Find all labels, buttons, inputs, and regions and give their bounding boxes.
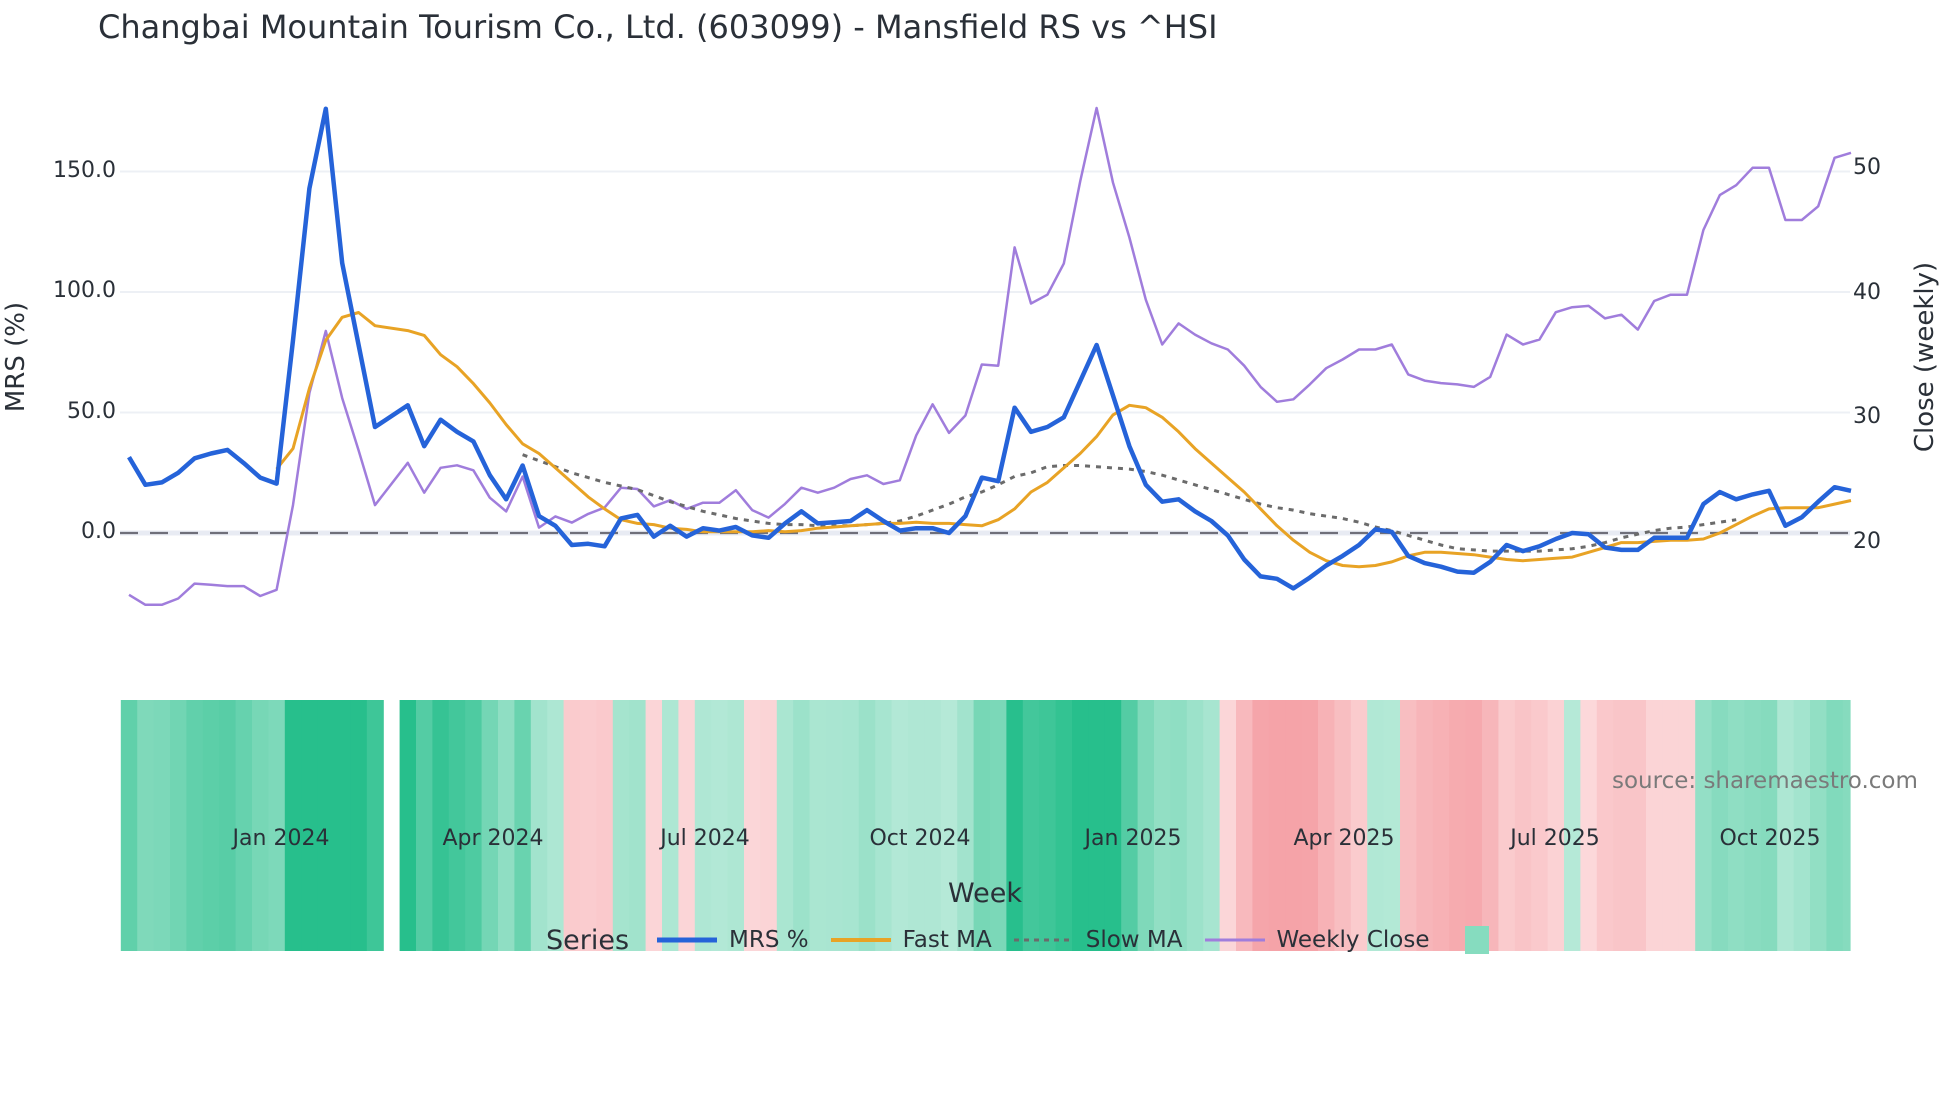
legend-item-fast-ma[interactable]: Fast MA <box>830 927 992 953</box>
x-tick-label: Jul 2025 <box>1510 826 1600 851</box>
left-axis-title: MRS (%) <box>1 301 31 413</box>
x-axis-title: Week <box>948 878 1022 909</box>
legend-label: MRS % <box>729 927 809 953</box>
x-tick-label: Oct 2024 <box>869 826 971 851</box>
right-axis-title: Close (weekly) <box>1910 261 1940 453</box>
y2-tick-label: 50 <box>1853 155 1881 180</box>
mrs-line <box>127 106 1852 591</box>
y2-tick-label: 30 <box>1853 404 1881 429</box>
series-lines <box>127 106 1852 607</box>
y-tick-label: 50.0 <box>67 398 116 424</box>
y-tick-label: 150.0 <box>53 157 116 183</box>
weekly-close-line-swatch-icon <box>1204 938 1265 942</box>
mrs-heatmap-strip <box>120 700 1851 951</box>
slow-ma-line <box>522 453 1737 553</box>
fast-ma-line <box>275 311 1852 569</box>
x-tick-label: Jan 2024 <box>232 826 330 851</box>
legend-title: Series <box>546 924 630 956</box>
x-tick-label: Jul 2024 <box>660 826 750 851</box>
legend: Series MRS % Fast MA Slow MA Weekly Clos… <box>546 922 1511 958</box>
y-tick-label: 0.0 <box>81 519 116 544</box>
chart-title: Changbai Mountain Tourism Co., Ltd. (603… <box>98 8 1218 46</box>
x-tick-label: Apr 2024 <box>442 826 544 851</box>
source-attribution: source: sharemaestro.com <box>1612 768 1918 794</box>
y-tick-label: 100.0 <box>53 278 116 303</box>
legend-item-weekly-close[interactable]: Weekly Close <box>1204 927 1430 953</box>
legend-item-slow-ma[interactable]: Slow MA <box>1013 927 1183 953</box>
heatmap-swatch-icon <box>1465 926 1490 954</box>
legend-label: Fast MA <box>902 927 992 953</box>
mrs-line-swatch-icon <box>657 937 718 943</box>
y2-tick-label: 40 <box>1853 279 1881 305</box>
legend-label: Weekly Close <box>1276 927 1430 953</box>
legend-item-mrs[interactable]: MRS % <box>657 927 809 953</box>
y2-tick-label: 20 <box>1853 528 1881 554</box>
weekly-close-line <box>128 106 1852 607</box>
x-tick-label: Jan 2025 <box>1084 826 1182 851</box>
x-tick-label: Oct 2025 <box>1719 826 1821 851</box>
fast-ma-line-swatch-icon <box>830 938 891 942</box>
legend-label: Slow MA <box>1085 927 1183 953</box>
slow-ma-dotted-swatch-icon <box>1013 938 1074 942</box>
legend-item-heatmap[interactable] <box>1465 926 1490 954</box>
x-tick-label: Apr 2025 <box>1293 826 1395 851</box>
